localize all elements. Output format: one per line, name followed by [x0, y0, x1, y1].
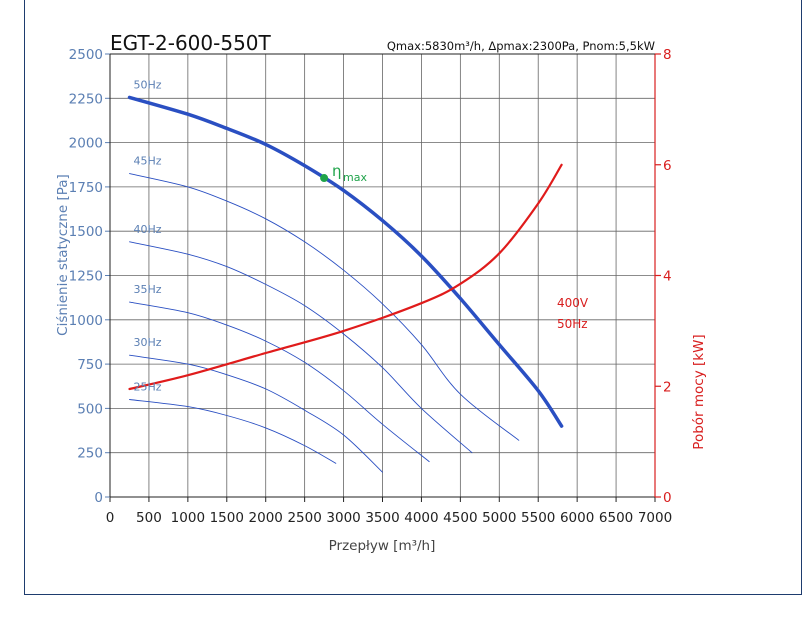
curve-label-35hz: 35Hz [133, 283, 161, 296]
curve-label-50hz: 50Hz [133, 78, 161, 91]
axes: 0 500 1000 1500 2000 2500 3000 3500 4000 4500 5000… [69, 47, 673, 526]
y-left-tick-label: 2500 [69, 47, 103, 63]
y-right-tick-label: 2 [663, 379, 672, 395]
pressure-curve-45hz [129, 173, 520, 441]
y-left-tick-label: 250 [77, 446, 103, 462]
grid [109, 53, 656, 498]
x-tick-label: 7000 [638, 510, 672, 526]
y-left-tick-label: 2250 [69, 91, 103, 107]
eta-max-marker-label: η max [332, 162, 367, 184]
chart-frame [24, 0, 802, 595]
y-axis-label-left: Ciśnienie statyczne [Pa] [55, 174, 71, 336]
curve-label-25hz: 25Hz [133, 381, 161, 394]
eta-max-symbol: η [332, 162, 342, 180]
eta-max-point [320, 174, 329, 183]
chart-title: EGT-2-600-550T [110, 31, 272, 55]
y-left-tick-label: 1500 [69, 224, 103, 240]
curve-label-30hz: 30Hz [133, 336, 161, 349]
x-tick-label: 4500 [443, 510, 477, 526]
curve-label-45hz: 45Hz [133, 155, 161, 168]
x-tick-label: 6500 [599, 510, 633, 526]
x-tick-label: 3000 [326, 510, 360, 526]
power-curve [128, 163, 563, 391]
pressure-curve-40hz [129, 241, 473, 454]
y-left-tick-label: 1000 [69, 313, 103, 329]
pressure-curve-50hz [127, 95, 564, 428]
x-tick-label: 500 [136, 510, 162, 526]
y-right-tick-label: 6 [663, 158, 672, 174]
y-left-tick-label: 1250 [69, 269, 103, 285]
x-axis-label: Przepływ [m³/h] [329, 538, 436, 554]
y-left-tick-label: 0 [94, 490, 103, 506]
y-left-tick-label: 750 [77, 357, 103, 373]
power-series-label-voltage: 400V [557, 296, 589, 310]
x-tick-label: 1500 [210, 510, 244, 526]
pressure-curve-35hz [129, 301, 430, 463]
x-tick-label: 4000 [404, 510, 438, 526]
series-layer [127, 95, 564, 473]
y-left-tick-label: 2000 [69, 136, 103, 152]
curve-label-40hz: 40Hz [133, 223, 161, 236]
pressure-curve-25hz [129, 399, 337, 464]
y-right-tick-label: 4 [663, 269, 672, 285]
pressure-curve-30hz [129, 354, 383, 473]
y-left-tick-label: 1750 [69, 180, 103, 196]
x-tick-label: 6000 [560, 510, 594, 526]
x-tick-label: 2000 [249, 510, 283, 526]
x-tick-label: 1000 [171, 510, 205, 526]
x-tick-label: 3500 [365, 510, 399, 526]
x-tick-label: 5000 [482, 510, 516, 526]
x-tick-label: 0 [106, 510, 115, 526]
eta-max-subscript: max [343, 171, 367, 184]
chart-subtitle: Qmax:5830m³/h, Δpmax:2300Pa, Pnom:5,5kW [387, 39, 655, 53]
y-axis-label-right: Pobór mocy [kW] [691, 334, 707, 449]
y-right-tick-label: 0 [663, 490, 672, 506]
power-series-label-frequency: 50Hz [557, 317, 588, 331]
y-left-tick-label: 500 [77, 401, 103, 417]
labels-layer: 50Hz 45Hz 40Hz 35Hz 30Hz 25Hz [133, 78, 161, 393]
x-tick-label: 2500 [287, 510, 321, 526]
y-right-tick-label: 8 [663, 47, 672, 63]
x-tick-label: 5500 [521, 510, 555, 526]
